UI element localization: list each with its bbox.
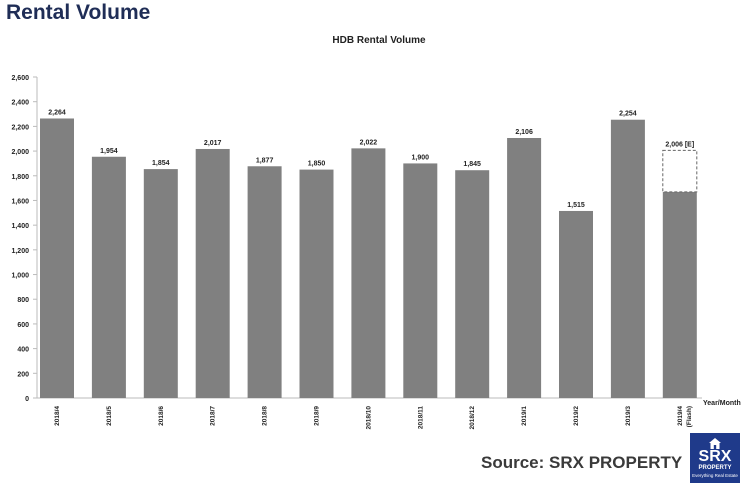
bar — [351, 148, 386, 398]
x-tick-label: 2018/7 — [210, 406, 217, 426]
x-tick-label: 2018/10 — [365, 406, 372, 430]
value-label: 2,017 — [204, 140, 222, 147]
y-tick-label: 2,200 — [11, 124, 29, 131]
y-tick-label: 1,400 — [11, 223, 29, 230]
x-tick-label: 2019/4 — [677, 406, 684, 426]
x-tick-note: (Flash) — [686, 406, 693, 427]
estimate-bar — [662, 149, 698, 193]
bar — [195, 148, 230, 398]
y-tick-label: 200 — [17, 371, 29, 378]
x-tick-label: 2019/2 — [573, 406, 580, 426]
value-label: 1,515 — [567, 202, 585, 209]
x-tick-label: 2018/11 — [417, 406, 424, 430]
bar — [91, 156, 126, 398]
bar — [247, 166, 282, 398]
srx-logo: SRX PROPERTY Everything Real Estate — [690, 433, 740, 483]
x-tick-label: 2018/9 — [314, 406, 321, 426]
y-tick-label: 2,000 — [11, 149, 29, 156]
value-label: 1,954 — [100, 148, 118, 155]
y-tick-label: 1,000 — [11, 273, 29, 280]
y-axis-ticks: 0 200 400 600 800 1,000 1,200 1,400 1,600 1,800 2,… — [11, 75, 37, 403]
y-tick-label: 800 — [17, 297, 29, 304]
x-tick-label: 2018/12 — [469, 406, 476, 430]
value-label: 2,254 — [619, 111, 637, 118]
value-label: 2,106 — [515, 129, 533, 136]
x-tick-label: 2018/8 — [262, 406, 269, 426]
y-tick-label: 600 — [17, 322, 29, 329]
value-label: 2,022 — [360, 139, 378, 146]
bar — [455, 170, 490, 398]
source-caption: Source: SRX PROPERTY — [481, 453, 683, 472]
page-title: Rental Volume — [6, 1, 151, 24]
bar — [403, 163, 438, 398]
x-tick-label: 2019/3 — [625, 406, 632, 426]
x-tick-label: 2019/1 — [521, 406, 528, 426]
bars — [40, 118, 698, 399]
logo-name: SRX — [698, 448, 732, 465]
bar — [610, 119, 645, 399]
value-label: 1,850 — [308, 161, 326, 168]
value-labels: 2,264 1,954 1,854 2,017 1,877 1,850 2,022 1,900… — [48, 109, 694, 208]
x-tick-label: 2018/6 — [158, 406, 165, 426]
logo-sub: PROPERTY — [698, 465, 732, 471]
y-tick-label: 1,200 — [11, 248, 29, 255]
x-tick-label: 2018/5 — [106, 406, 113, 426]
bar — [507, 137, 542, 399]
y-tick-label: 0 — [25, 396, 29, 403]
estimate-label: 2,006 [E] — [665, 141, 694, 148]
house-icon — [709, 436, 721, 454]
x-axis-labels: 2018/4 2018/5 2018/6 2018/7 2018/8 2018/9 2018… — [54, 406, 693, 430]
chart-title: HDB Rental Volume — [332, 35, 426, 46]
value-label: 1,854 — [152, 160, 170, 167]
bar — [559, 210, 593, 398]
value-label: 1,845 — [463, 161, 481, 168]
y-tick-label: 2,600 — [11, 75, 29, 82]
bar — [143, 169, 178, 398]
y-tick-label: 400 — [17, 347, 29, 354]
logo-tagline: Everything Real Estate — [692, 473, 738, 478]
x-axis-title: Year/Month — [703, 400, 741, 407]
y-tick-label: 1,600 — [11, 198, 29, 205]
bar — [40, 118, 74, 398]
bar — [662, 191, 697, 398]
value-label: 1,900 — [412, 154, 430, 161]
y-tick-label: 2,400 — [11, 100, 29, 107]
y-tick-label: 1,800 — [11, 174, 29, 181]
x-tick-label: 2018/4 — [54, 406, 61, 426]
value-label: 1,877 — [256, 157, 274, 164]
value-label: 2,264 — [48, 109, 66, 116]
bar — [299, 169, 334, 398]
